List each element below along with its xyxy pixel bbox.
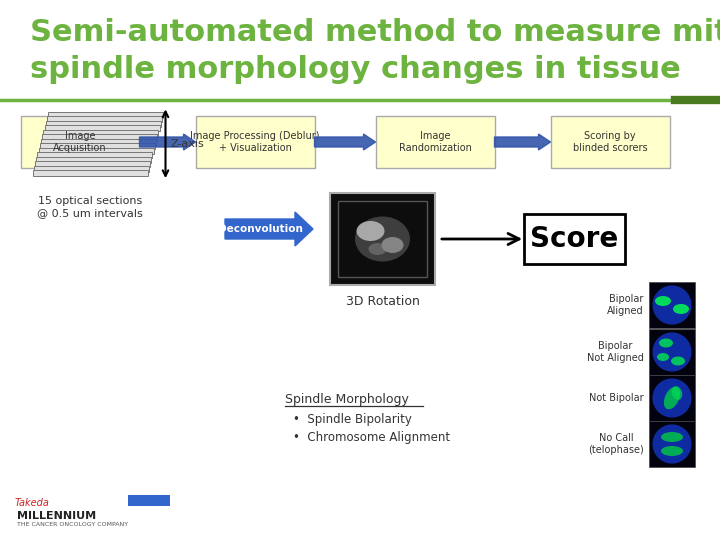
Text: Image Processing (Deblur)
+ Visualization: Image Processing (Deblur) + Visualizatio… [190, 131, 320, 153]
FancyBboxPatch shape [35, 161, 150, 167]
Ellipse shape [671, 356, 685, 366]
FancyBboxPatch shape [34, 165, 149, 172]
FancyBboxPatch shape [551, 116, 670, 168]
Text: No Call
(telophase): No Call (telophase) [588, 433, 644, 455]
FancyBboxPatch shape [196, 116, 315, 168]
Ellipse shape [672, 386, 683, 400]
Ellipse shape [652, 286, 691, 325]
Ellipse shape [661, 446, 683, 456]
Text: Bipolar
Aligned: Bipolar Aligned [608, 294, 644, 316]
Ellipse shape [356, 221, 384, 241]
FancyBboxPatch shape [38, 147, 153, 153]
FancyBboxPatch shape [48, 111, 163, 118]
Text: Image
Acquisition: Image Acquisition [53, 131, 107, 153]
Polygon shape [225, 212, 313, 246]
Text: Semi-automated method to measure mitotic: Semi-automated method to measure mitotic [30, 18, 720, 47]
Text: THE CANCER ONCOLOGY COMPANY: THE CANCER ONCOLOGY COMPANY [17, 522, 128, 527]
FancyBboxPatch shape [32, 170, 148, 176]
FancyBboxPatch shape [42, 134, 157, 140]
Text: spindle morphology changes in tissue: spindle morphology changes in tissue [30, 55, 680, 84]
Text: Score: Score [531, 225, 618, 253]
Text: Bipolar
Not Aligned: Bipolar Not Aligned [587, 341, 644, 363]
FancyBboxPatch shape [376, 116, 495, 168]
Text: •  Chromosome Alignment: • Chromosome Alignment [293, 431, 450, 444]
FancyBboxPatch shape [20, 116, 140, 168]
Polygon shape [495, 134, 551, 150]
FancyBboxPatch shape [40, 143, 155, 149]
Ellipse shape [355, 217, 410, 261]
FancyBboxPatch shape [649, 375, 695, 421]
FancyBboxPatch shape [45, 125, 160, 131]
FancyBboxPatch shape [524, 214, 625, 264]
Text: Scoring by
blinded scorers: Scoring by blinded scorers [572, 131, 647, 153]
FancyBboxPatch shape [43, 130, 158, 136]
Text: •  Spindle Bipolarity: • Spindle Bipolarity [293, 413, 412, 426]
Polygon shape [315, 134, 376, 150]
Ellipse shape [652, 424, 691, 463]
FancyBboxPatch shape [36, 157, 151, 163]
FancyBboxPatch shape [45, 120, 161, 126]
Text: 3D Rotation: 3D Rotation [346, 295, 420, 308]
Text: Z-axis: Z-axis [171, 139, 204, 148]
FancyBboxPatch shape [41, 138, 156, 145]
Ellipse shape [369, 243, 387, 255]
Text: 15 optical sections
@ 0.5 um intervals: 15 optical sections @ 0.5 um intervals [37, 196, 143, 218]
Text: MILLENNIUM: MILLENNIUM [17, 511, 96, 521]
Ellipse shape [652, 333, 691, 372]
Text: Takeda: Takeda [15, 498, 50, 508]
Ellipse shape [382, 237, 403, 253]
Text: Not Bipolar: Not Bipolar [590, 393, 644, 403]
Ellipse shape [655, 296, 671, 306]
FancyBboxPatch shape [128, 495, 170, 506]
Ellipse shape [673, 304, 689, 314]
Text: Spindle Morphology: Spindle Morphology [285, 393, 409, 406]
Ellipse shape [661, 432, 683, 442]
Ellipse shape [652, 379, 691, 417]
FancyBboxPatch shape [649, 421, 695, 467]
FancyBboxPatch shape [649, 329, 695, 375]
Ellipse shape [664, 387, 680, 409]
FancyBboxPatch shape [649, 282, 695, 328]
Ellipse shape [659, 339, 673, 348]
Polygon shape [140, 134, 196, 150]
Text: Image
Randomization: Image Randomization [399, 131, 472, 153]
FancyBboxPatch shape [330, 193, 435, 285]
FancyBboxPatch shape [47, 116, 162, 122]
Text: Deconvolution: Deconvolution [217, 224, 302, 234]
FancyBboxPatch shape [37, 152, 153, 158]
Ellipse shape [657, 353, 669, 361]
